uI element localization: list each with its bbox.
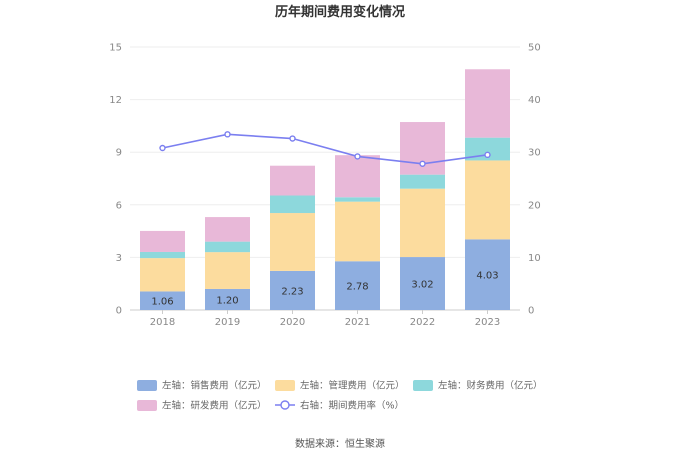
rate-point xyxy=(484,151,491,159)
bar-data-label: 1.20 xyxy=(216,295,238,306)
bar-segment xyxy=(270,270,315,310)
bar-data-label: 4.03 xyxy=(476,271,498,282)
legend-swatch xyxy=(137,400,157,411)
left-tick-label: 15 xyxy=(109,43,122,54)
legend: 左轴：销售费用（亿元） 左轴：管理费用（亿元） 左轴：财务费用（亿元） 左轴：研发费用… xyxy=(137,380,543,412)
bar-data-label: 1.06 xyxy=(151,297,173,308)
x-tick-label: 2023 xyxy=(475,317,500,328)
rate-point xyxy=(289,135,296,142)
x-tick-label: 2019 xyxy=(215,317,240,328)
right-tick-label: 40 xyxy=(528,95,541,106)
chart-title: 历年期间费用变化情况 xyxy=(275,4,405,20)
source-note: 数据来源：恒生聚源 xyxy=(295,437,385,450)
legend-swatch xyxy=(275,380,295,391)
legend-swatch-marker xyxy=(280,400,290,410)
bar-segment xyxy=(270,213,315,271)
right-tick-label: 30 xyxy=(528,148,541,159)
bar-segment xyxy=(335,201,380,262)
x-tick-label: 2021 xyxy=(345,317,370,328)
bar-segment xyxy=(400,188,445,258)
left-tick-label: 6 xyxy=(116,200,122,211)
bar-segment xyxy=(465,69,510,138)
legend-label: 右轴：期间费用率（%） xyxy=(300,400,404,412)
rate-line xyxy=(162,133,488,165)
bar-segment xyxy=(465,160,510,240)
bar-segment xyxy=(140,258,185,292)
bar-segment xyxy=(335,155,380,198)
rate-point xyxy=(354,153,361,160)
bar-segment xyxy=(335,261,380,310)
gridlines xyxy=(130,46,520,311)
right-tick-label: 50 xyxy=(528,43,541,54)
left-tick-label: 12 xyxy=(109,95,122,106)
bar-segment xyxy=(270,165,315,196)
legend-swatch xyxy=(413,380,433,391)
legend-label: 左轴：研发费用（亿元） xyxy=(162,400,267,412)
right-axis: 0 10 20 30 40 50 xyxy=(528,43,541,317)
left-tick-label: 3 xyxy=(116,253,122,264)
bar-segment xyxy=(140,291,185,310)
bar-data-label: 3.02 xyxy=(411,280,433,291)
bar-segment xyxy=(140,251,185,259)
legend-swatch xyxy=(137,380,157,391)
bar-segment xyxy=(335,197,380,202)
bar-segment xyxy=(205,288,250,310)
x-axis: 2018 2019 2020 2021 2022 2023 xyxy=(150,310,500,328)
bar-segment xyxy=(140,230,185,252)
legend-label: 左轴：财务费用（亿元） xyxy=(438,380,543,392)
bar-segment xyxy=(465,239,510,310)
x-tick-label: 2018 xyxy=(150,317,175,328)
bar-data-label: 2.23 xyxy=(281,286,303,297)
legend-label: 左轴：销售费用（亿元） xyxy=(162,380,267,392)
right-tick-label: 20 xyxy=(528,200,541,211)
legend-label: 左轴：管理费用（亿元） xyxy=(300,380,405,392)
bar-segment xyxy=(270,195,315,214)
left-axis: 0 3 6 9 12 15 xyxy=(109,43,122,317)
x-tick-label: 2022 xyxy=(410,317,435,328)
bar-data-label: 2.78 xyxy=(346,282,368,293)
bar-series: 1.06 1.20 2.23 2.78 3.02 4.03 xyxy=(140,69,510,310)
bar-segment xyxy=(400,174,445,189)
right-tick-label: 0 xyxy=(528,306,534,317)
bar-segment xyxy=(205,252,250,289)
rate-point xyxy=(224,131,231,138)
right-tick-label: 10 xyxy=(528,253,541,264)
rate-point xyxy=(419,160,426,167)
bar-segment xyxy=(205,241,250,253)
left-tick-label: 9 xyxy=(116,148,122,159)
left-tick-label: 0 xyxy=(116,306,122,317)
rate-point xyxy=(159,144,166,152)
bar-segment xyxy=(465,137,510,161)
x-tick-label: 2020 xyxy=(280,317,305,328)
bar-segment xyxy=(400,257,445,310)
bar-segment xyxy=(205,217,250,242)
line-series xyxy=(159,131,491,167)
